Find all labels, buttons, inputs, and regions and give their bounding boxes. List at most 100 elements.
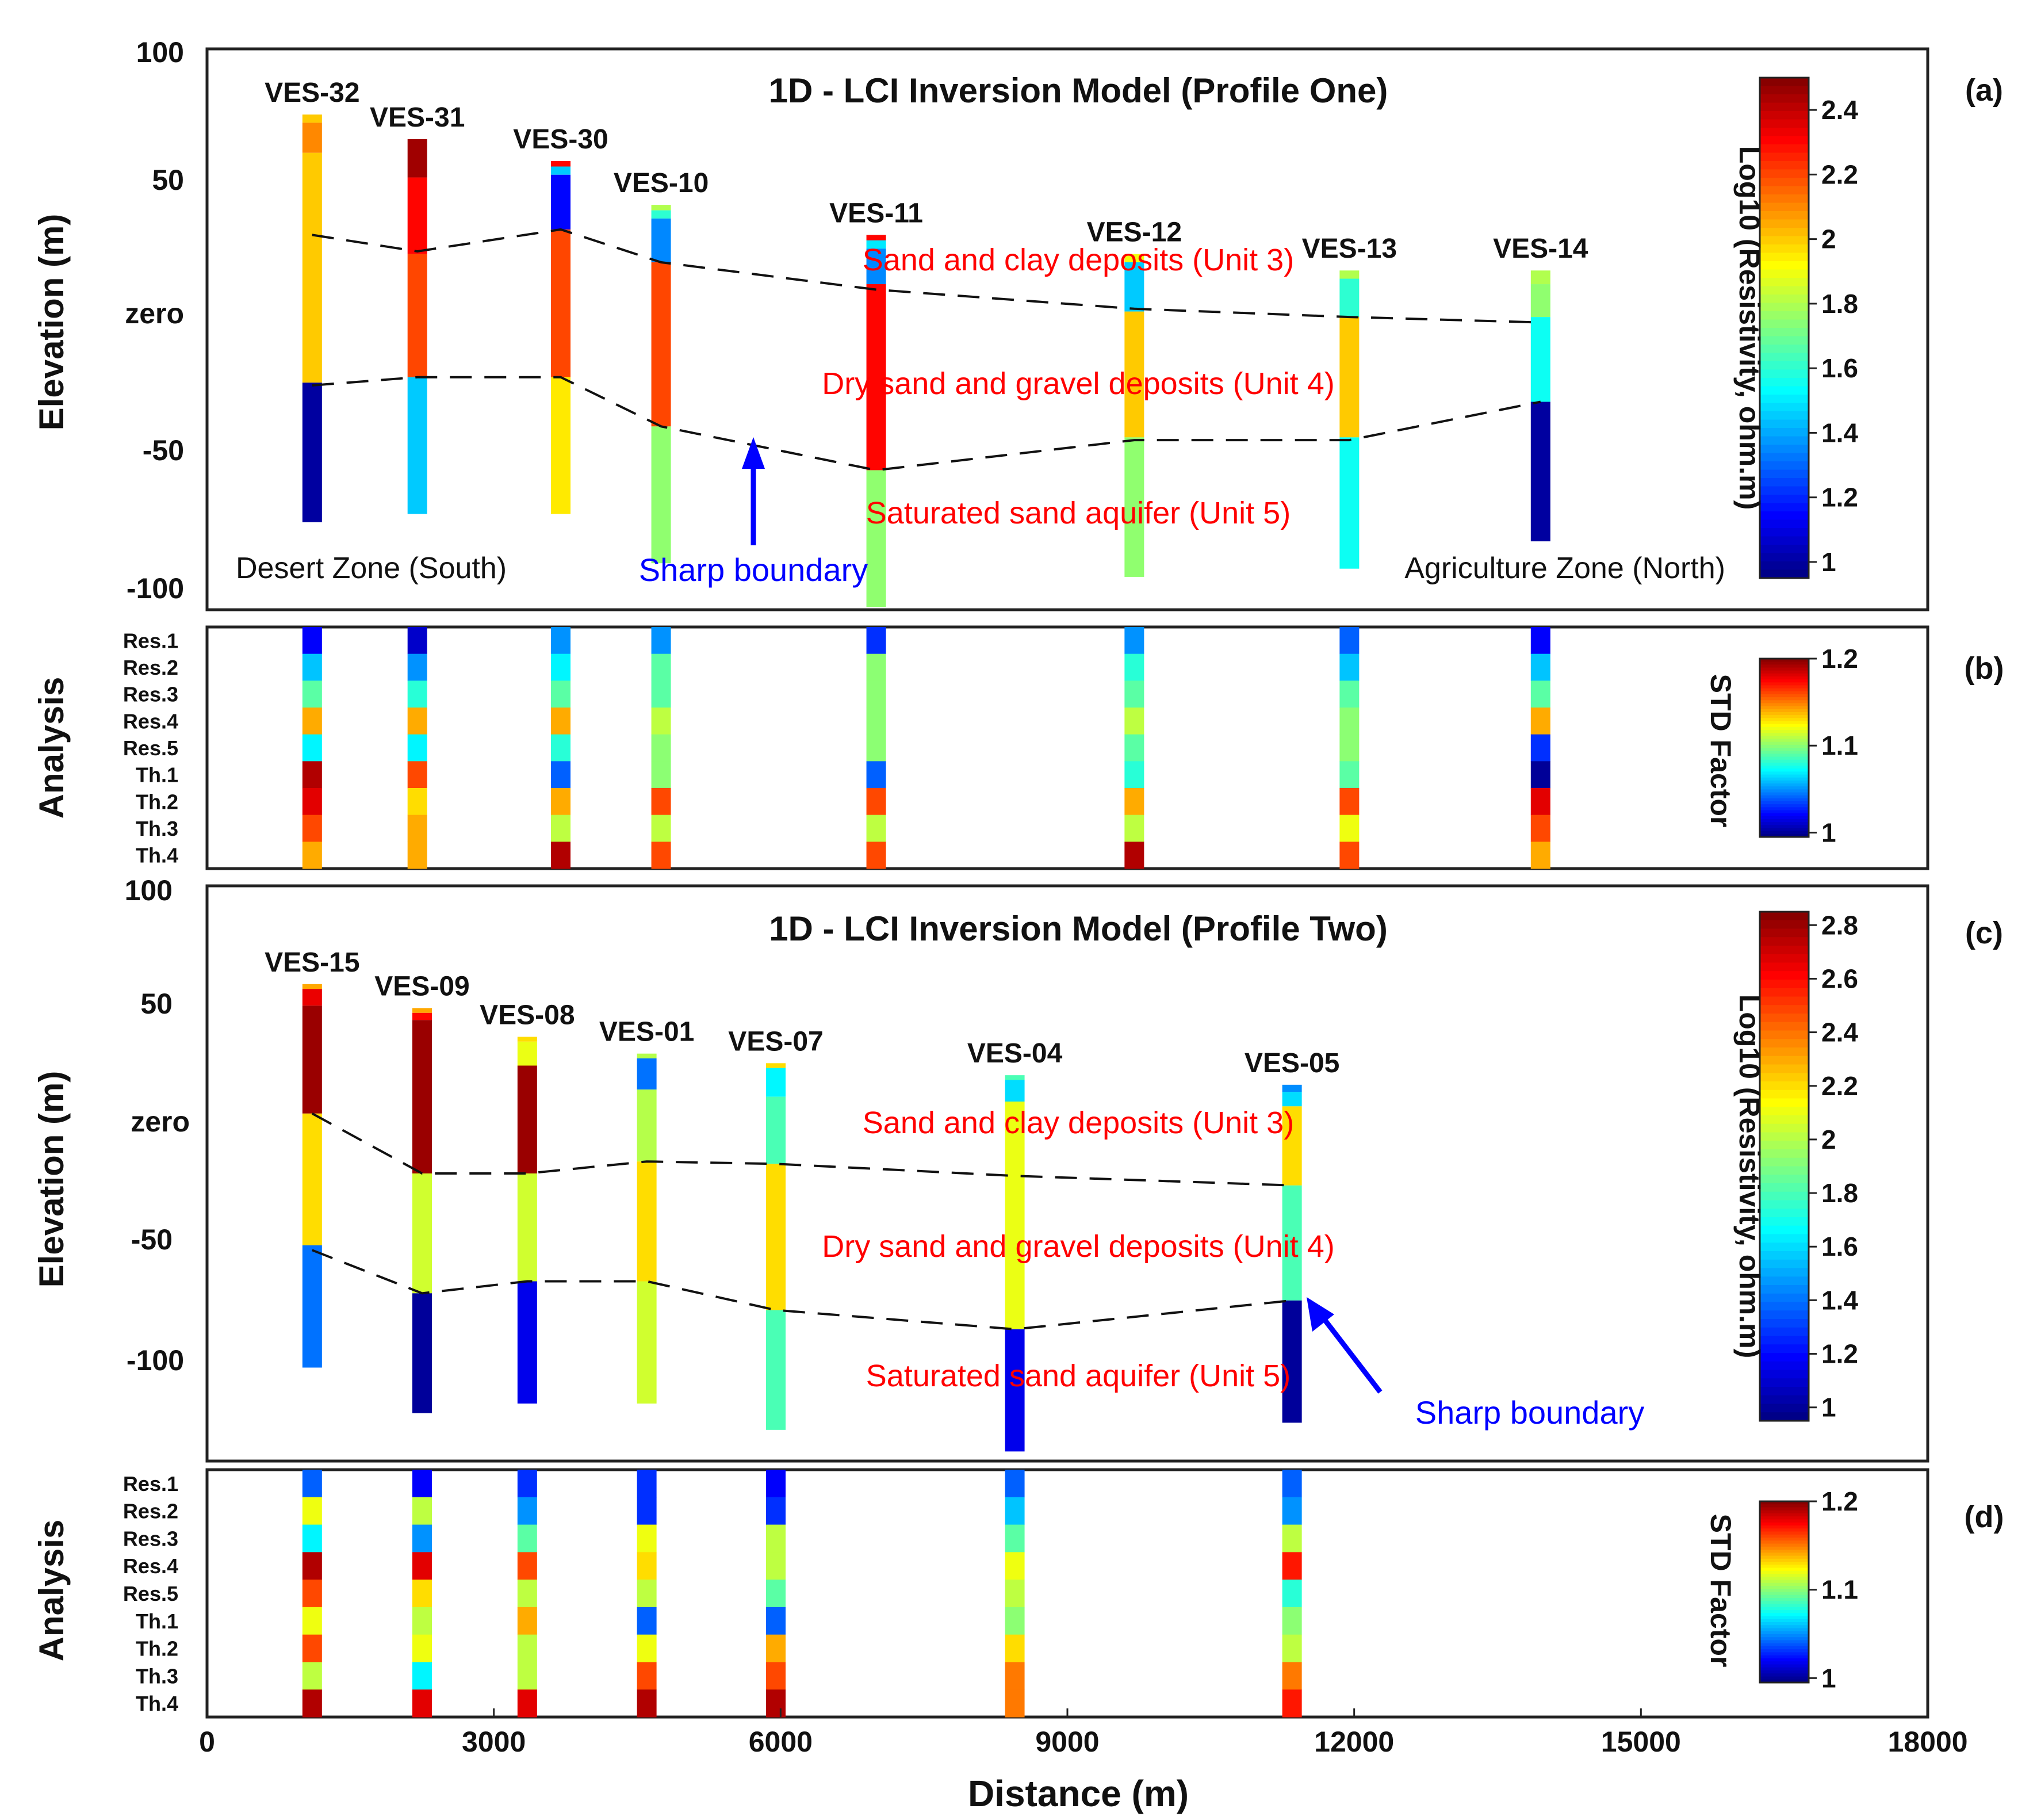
layer-ves-09-5 — [412, 1293, 432, 1413]
colorbar-d: 1.2 1.1 1 — [1759, 1486, 1858, 1693]
colorbar-segment — [1760, 777, 1809, 781]
std-column-ves-30 — [551, 627, 571, 869]
sounding-ves-31: VES-31 — [370, 102, 465, 514]
sounding-ves-05: VES-05 — [1245, 1048, 1339, 1423]
row-label-th2: Th.2 — [136, 1637, 178, 1661]
colorbar-tick-label: 1.2 — [1821, 1339, 1858, 1369]
colorbar-segment — [1760, 1361, 1809, 1371]
row-label-th4: Th.4 — [136, 844, 178, 867]
panel-c: 1D - LCI Inversion Model (Profile Two) (… — [32, 874, 2003, 1463]
colorbar-segment — [1760, 1664, 1809, 1668]
row-label-res1: Res.1 — [123, 629, 178, 652]
colorbar-segment — [1760, 1149, 1809, 1158]
colorbar-segment — [1760, 676, 1809, 680]
std-cell-res4 — [1530, 708, 1550, 735]
colorbar-segment — [1760, 78, 1809, 87]
std-cell-th3 — [651, 815, 671, 842]
layer-ves-11-4 — [866, 284, 886, 471]
sounding-ves-07: VES-07 — [728, 1026, 824, 1430]
colorbar-segment — [1760, 682, 1809, 686]
std-cell-th2 — [766, 1634, 786, 1662]
colorbar-segment — [1760, 152, 1809, 162]
std-column-ves-07 — [766, 1470, 786, 1718]
colorbar-segment — [1760, 751, 1809, 754]
layer-ves-31-4 — [407, 377, 427, 514]
colorbar-segment — [1760, 1047, 1809, 1057]
colorbar-segment — [1760, 1550, 1809, 1553]
std-cell-th3 — [637, 1662, 657, 1690]
colorbar-segment — [1760, 813, 1809, 817]
colorbar-segment — [1760, 709, 1809, 713]
std-cell-res2 — [1530, 653, 1550, 681]
colorbar-tick-label: 1.8 — [1821, 1178, 1858, 1208]
std-cell-res3 — [766, 1524, 786, 1553]
colorbar-segment — [1760, 1327, 1809, 1337]
colorbar-segment — [1760, 718, 1809, 722]
layer-ves-05-3 — [1282, 1106, 1302, 1186]
x-axis: 0 3000 6000 9000 12000 15000 18000 — [199, 1708, 1968, 1758]
std-cell-res4 — [551, 708, 571, 735]
colorbar-segment — [1760, 1056, 1809, 1065]
panel-c-frame — [205, 884, 1929, 1463]
colorbar-segment — [1760, 278, 1809, 287]
colorbar-frame — [1759, 77, 1810, 579]
std-cell-res5 — [1339, 734, 1360, 762]
std-cell-th4 — [1005, 1689, 1025, 1718]
colorbar-segment — [1760, 194, 1809, 204]
std-cell-res5 — [866, 734, 886, 762]
panel-a-tag: (a) — [1965, 73, 2003, 108]
colorbar-segment — [1760, 1574, 1809, 1577]
row-label-th3: Th.3 — [136, 1664, 178, 1688]
layer-ves-08-3 — [517, 1065, 537, 1173]
std-cell-th2 — [1339, 788, 1360, 816]
std-cell-res5 — [1530, 734, 1550, 762]
std-column-ves-14 — [1530, 627, 1550, 869]
colorbar-segment — [1760, 1344, 1809, 1353]
colorbar-segment — [1760, 1543, 1809, 1547]
colorbar-tick-label: 2 — [1821, 1125, 1836, 1154]
colorbar-segment — [1760, 1562, 1809, 1565]
colorbar-segment — [1760, 988, 1809, 997]
colorbar-segment — [1760, 697, 1809, 701]
std-cell-res4 — [766, 1552, 786, 1580]
colorbar-segment — [1760, 780, 1809, 784]
std-cell-res2 — [1339, 653, 1360, 681]
layer-ves-14-1 — [1530, 270, 1550, 285]
colorbar-segment — [1760, 1285, 1809, 1294]
colorbar-segment — [1760, 1378, 1809, 1387]
layer-ves-12-2 — [1124, 262, 1144, 312]
colorbar-segment — [1760, 1553, 1809, 1557]
std-cell-th4 — [517, 1689, 537, 1718]
colorbar-segment — [1760, 667, 1809, 671]
std-cell-res5 — [651, 734, 671, 762]
std-cell-res2 — [551, 653, 571, 681]
colorbar-segment — [1760, 741, 1809, 745]
colorbar-segment — [1760, 1030, 1809, 1039]
colorbar-segment — [1760, 962, 1809, 972]
colorbar-segment — [1760, 1567, 1809, 1572]
colorbar-segment — [1760, 724, 1809, 728]
colorbar-segment — [1760, 1200, 1809, 1209]
colorbar-segment — [1760, 128, 1809, 137]
row-label-th4: Th.4 — [136, 1692, 178, 1715]
row-label-th1: Th.1 — [136, 763, 178, 787]
colorbar-segment — [1760, 378, 1809, 387]
std-cell-res4 — [302, 1552, 322, 1580]
colorbar-segment — [1760, 1123, 1809, 1133]
std-cell-th3 — [1339, 815, 1360, 842]
std-cell-res5 — [1124, 734, 1144, 762]
layer-ves-11-1 — [866, 235, 886, 240]
row-label-res3: Res.3 — [123, 683, 178, 706]
colorbar-frame — [1759, 911, 1810, 1422]
colorbar-segment — [1760, 228, 1809, 237]
panel-c-ylabel: Elevation (m) — [32, 1071, 71, 1288]
panel-d-ylabel: Analysis — [32, 1520, 71, 1662]
layer-ves-13-3 — [1339, 317, 1360, 438]
std-cell-th4 — [651, 842, 671, 869]
std-cell-res5 — [551, 734, 571, 762]
colorbar-segment — [1760, 169, 1809, 178]
colorbar-a: 2.4 2.2 2 1.8 1.6 1.4 1.2 1 — [1759, 77, 1858, 579]
colorbar-segment — [1760, 712, 1809, 716]
std-cell-res4 — [407, 708, 427, 735]
